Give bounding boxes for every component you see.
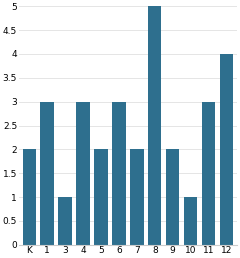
Bar bbox=[148, 6, 162, 245]
Bar bbox=[41, 102, 54, 245]
Bar bbox=[184, 197, 197, 245]
Bar bbox=[220, 54, 233, 245]
Bar bbox=[112, 102, 126, 245]
Bar bbox=[166, 149, 180, 245]
Bar bbox=[130, 149, 144, 245]
Bar bbox=[58, 197, 72, 245]
Bar bbox=[94, 149, 108, 245]
Bar bbox=[23, 149, 36, 245]
Bar bbox=[76, 102, 90, 245]
Bar bbox=[202, 102, 215, 245]
